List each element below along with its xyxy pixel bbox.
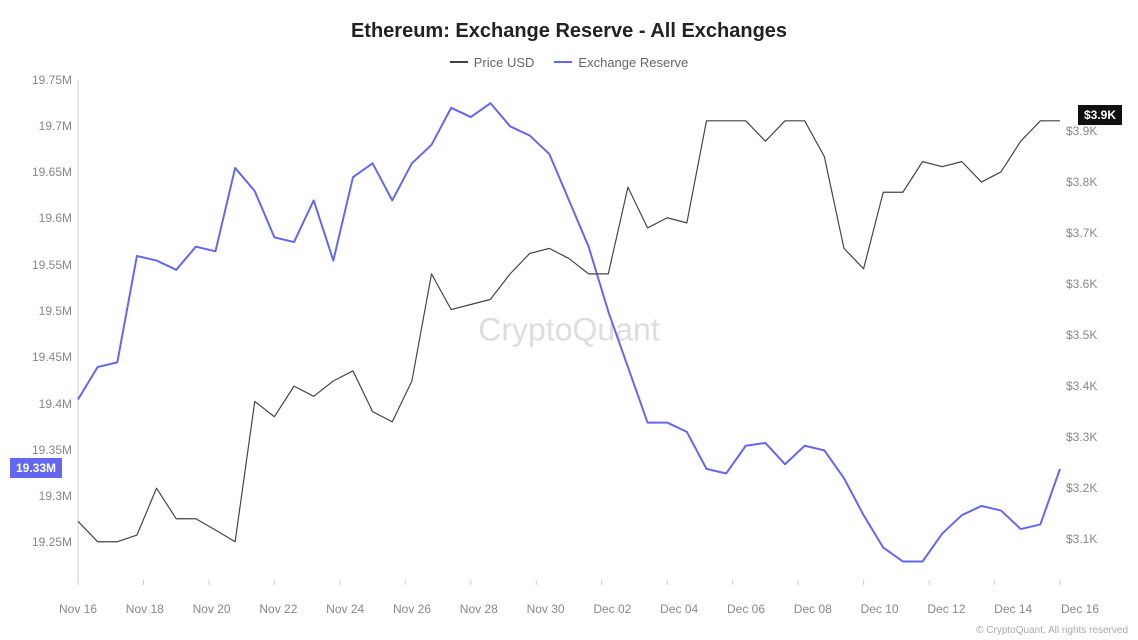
x-tick: Nov 30 bbox=[527, 602, 565, 616]
x-tick: Dec 08 bbox=[794, 602, 832, 616]
x-tick: Dec 06 bbox=[727, 602, 765, 616]
legend-item: Price USD bbox=[450, 55, 535, 70]
series-line bbox=[78, 103, 1060, 561]
y-tick-left: 19.4M bbox=[39, 397, 72, 411]
y-tick-right: $3.1K bbox=[1066, 532, 1097, 546]
y-tick-right: $3.2K bbox=[1066, 481, 1097, 495]
y-tick-right: $3.8K bbox=[1066, 175, 1097, 189]
legend-item: Exchange Reserve bbox=[554, 55, 688, 70]
y-axis-right: $3.1K $3.2K $3.3K $3.4K $3.5K $3.6K $3.7K $3.8K… bbox=[1066, 80, 1114, 580]
y-tick-left: 19.5M bbox=[39, 304, 72, 318]
x-tick: Dec 14 bbox=[994, 602, 1032, 616]
x-tick: Dec 12 bbox=[927, 602, 965, 616]
x-tick: Dec 16 bbox=[1061, 602, 1099, 616]
reserve-value-badge: 19.33M bbox=[10, 458, 62, 478]
y-tick-right: $3.9K bbox=[1066, 124, 1097, 138]
series-line bbox=[78, 120, 1060, 541]
y-axis-left: 19.25M 19.3M 19.35M 19.4M 19.45M 19.5M 19.55M 1… bbox=[20, 80, 72, 580]
legend-swatch bbox=[554, 61, 572, 63]
x-tick: Nov 28 bbox=[460, 602, 498, 616]
y-tick-left: 19.6M bbox=[39, 211, 72, 225]
legend-label: Exchange Reserve bbox=[578, 55, 688, 70]
y-tick-left: 19.45M bbox=[32, 350, 72, 364]
y-tick-left: 19.35M bbox=[32, 443, 72, 457]
x-tick: Nov 26 bbox=[393, 602, 431, 616]
x-tick: Nov 20 bbox=[193, 602, 231, 616]
chart-title: Ethereum: Exchange Reserve - All Exchang… bbox=[10, 20, 1128, 43]
y-tick-right: $3.7K bbox=[1066, 226, 1097, 240]
x-tick: Dec 02 bbox=[593, 602, 631, 616]
y-tick-right: $3.5K bbox=[1066, 328, 1097, 342]
x-tick: Nov 18 bbox=[126, 602, 164, 616]
plot-svg bbox=[78, 80, 1060, 580]
y-tick-left: 19.7M bbox=[39, 119, 72, 133]
y-tick-left: 19.3M bbox=[39, 489, 72, 503]
x-tick: Dec 10 bbox=[861, 602, 899, 616]
y-tick-right: $3.3K bbox=[1066, 430, 1097, 444]
y-tick-left: 19.75M bbox=[32, 73, 72, 87]
y-tick-right: $3.6K bbox=[1066, 277, 1097, 291]
legend-label: Price USD bbox=[474, 55, 535, 70]
plot-area: CryptoQuant 19.25M19.3M19.35M19.4M19.45M… bbox=[78, 80, 1060, 580]
x-tick: Dec 04 bbox=[660, 602, 698, 616]
y-tick-right: $3.4K bbox=[1066, 379, 1097, 393]
price-value-badge: $3.9K bbox=[1078, 105, 1122, 125]
y-tick-left: 19.55M bbox=[32, 258, 72, 272]
attribution: © CryptoQuant. All rights reserved bbox=[976, 625, 1128, 636]
x-tick: Nov 22 bbox=[259, 602, 297, 616]
legend-swatch bbox=[450, 61, 468, 63]
chart-container: Ethereum: Exchange Reserve - All Exchang… bbox=[0, 0, 1138, 640]
y-tick-left: 19.65M bbox=[32, 165, 72, 179]
y-tick-left: 19.25M bbox=[32, 535, 72, 549]
chart-legend: Price USD Exchange Reserve bbox=[10, 51, 1128, 70]
x-tick: Nov 24 bbox=[326, 602, 364, 616]
x-tick: Nov 16 bbox=[59, 602, 97, 616]
